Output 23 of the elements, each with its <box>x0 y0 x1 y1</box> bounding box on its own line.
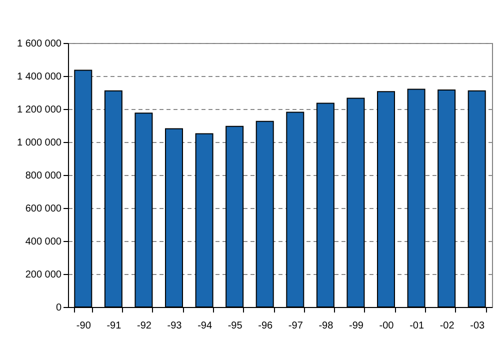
x-tick-label: -02 <box>440 320 455 332</box>
x-tick-label: -95 <box>228 320 243 332</box>
x-tick-label: -96 <box>258 320 274 332</box>
x-tick-label: -94 <box>198 320 212 332</box>
x-tick-label: -03 <box>470 320 486 332</box>
y-tick-label: 1 200 000 <box>17 104 62 116</box>
y-tick-label: 0 <box>56 302 62 314</box>
y-tick-label: 1 600 000 <box>17 38 62 50</box>
y-tick-label: 400 000 <box>25 236 62 248</box>
x-tick-label: -93 <box>167 320 182 332</box>
x-tick-label: -91 <box>106 320 122 332</box>
y-tick-label: 1 000 000 <box>17 138 62 148</box>
y-tick-label: 800 000 <box>25 170 62 182</box>
x-tick-label: -99 <box>348 320 364 332</box>
y-tick-label: 600 000 <box>25 204 62 214</box>
x-tick-label: -92 <box>136 320 152 332</box>
x-tick-label: -00 <box>379 320 394 332</box>
x-tick-label: -97 <box>288 320 304 332</box>
x-tick-label: -90 <box>76 320 92 332</box>
x-tick-label: -98 <box>318 320 334 332</box>
x-tick-label: -01 <box>410 320 424 332</box>
y-tick-label: 200 000 <box>25 270 62 280</box>
y-tick-label: 1 400 000 <box>17 72 62 82</box>
